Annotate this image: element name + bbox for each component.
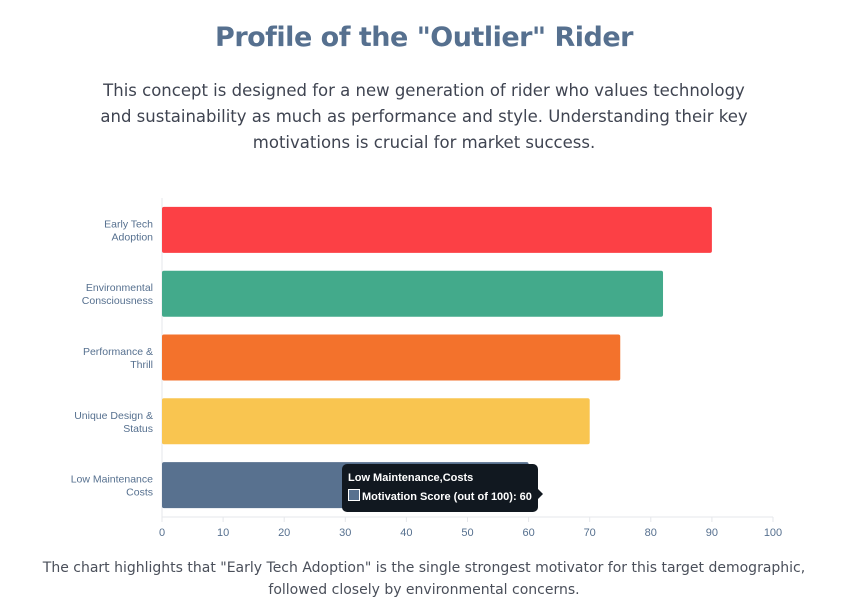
tooltip-swatch — [348, 489, 360, 501]
x-tick-label: 60 — [522, 527, 534, 539]
x-tick-label: 80 — [645, 527, 657, 539]
bar-3 — [162, 398, 590, 445]
page-title: Profile of the "Outlier" Rider — [215, 22, 633, 53]
category-label: Costs — [126, 487, 153, 499]
x-tick-label: 20 — [278, 527, 290, 539]
x-tick-label: 90 — [706, 527, 718, 539]
category-label: Status — [123, 423, 153, 435]
category-label: Early Tech — [104, 218, 153, 230]
bar-0 — [162, 206, 712, 253]
bar-1 — [162, 270, 664, 317]
intro-text: This concept is designed for a new gener… — [100, 81, 748, 152]
x-tick-label: 0 — [159, 527, 165, 539]
chart-tooltip: Low Maintenance,Costs Motivation Score (… — [342, 464, 543, 512]
category-label: Environmental — [86, 282, 153, 294]
x-tick-label: 50 — [461, 527, 473, 539]
x-tick-label: 40 — [400, 527, 412, 539]
category-label: Consciousness — [82, 295, 153, 307]
x-tick-label: 100 — [764, 527, 782, 539]
x-tick-label: 70 — [584, 527, 596, 539]
chart-caption: The chart highlights that "Early Tech Ad… — [42, 560, 806, 598]
tooltip-label: Motivation Score (out of 100): 60 — [362, 491, 532, 503]
category-label: Low Maintenance — [71, 474, 153, 486]
category-label: Adoption — [112, 231, 154, 243]
x-tick-label: 10 — [217, 527, 229, 539]
category-label: Unique Design & — [74, 410, 153, 422]
bar-2 — [162, 334, 621, 381]
category-label: Thrill — [130, 359, 153, 371]
x-tick-label: 30 — [339, 527, 351, 539]
category-label: Performance & — [83, 346, 153, 358]
tooltip-title: Low Maintenance,Costs — [348, 472, 474, 484]
